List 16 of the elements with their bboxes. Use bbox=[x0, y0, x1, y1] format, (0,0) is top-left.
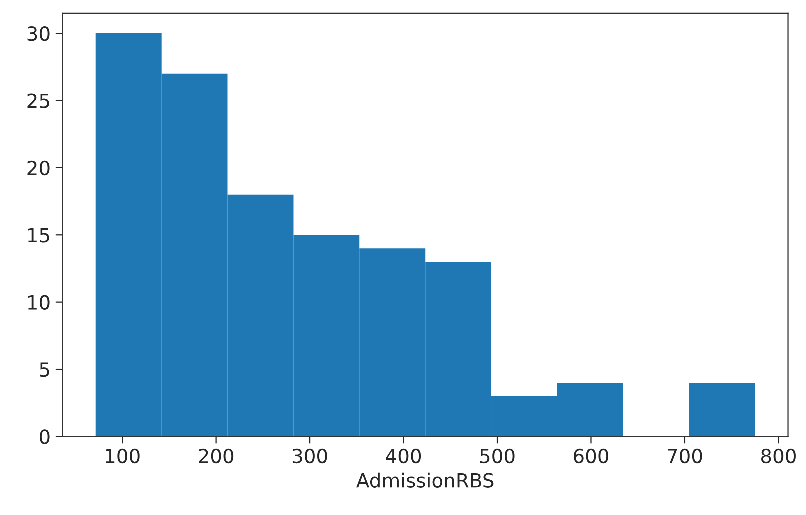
x-tick-label: 300 bbox=[292, 448, 328, 464]
y-tick-label: 10 bbox=[28, 295, 50, 310]
x-tick-label: 200 bbox=[199, 448, 234, 464]
y-tick-label: 15 bbox=[28, 228, 50, 243]
x-tick-label: 800 bbox=[761, 448, 796, 464]
y-tick-label: 25 bbox=[28, 94, 50, 108]
y-tick-label: 0 bbox=[40, 430, 50, 444]
y-tick-label: 5 bbox=[40, 362, 50, 378]
y-tick-label: 30 bbox=[28, 26, 50, 42]
y-tick-label: 20 bbox=[28, 160, 50, 176]
x-tick-label: 500 bbox=[480, 448, 515, 464]
x-tick-label: 600 bbox=[574, 448, 609, 464]
x-tick-label: 400 bbox=[386, 448, 422, 464]
x-axis-title: AdmissionRBS bbox=[356, 472, 494, 488]
x-tick-label: 100 bbox=[106, 448, 140, 464]
x-tick-label: 700 bbox=[668, 448, 702, 464]
